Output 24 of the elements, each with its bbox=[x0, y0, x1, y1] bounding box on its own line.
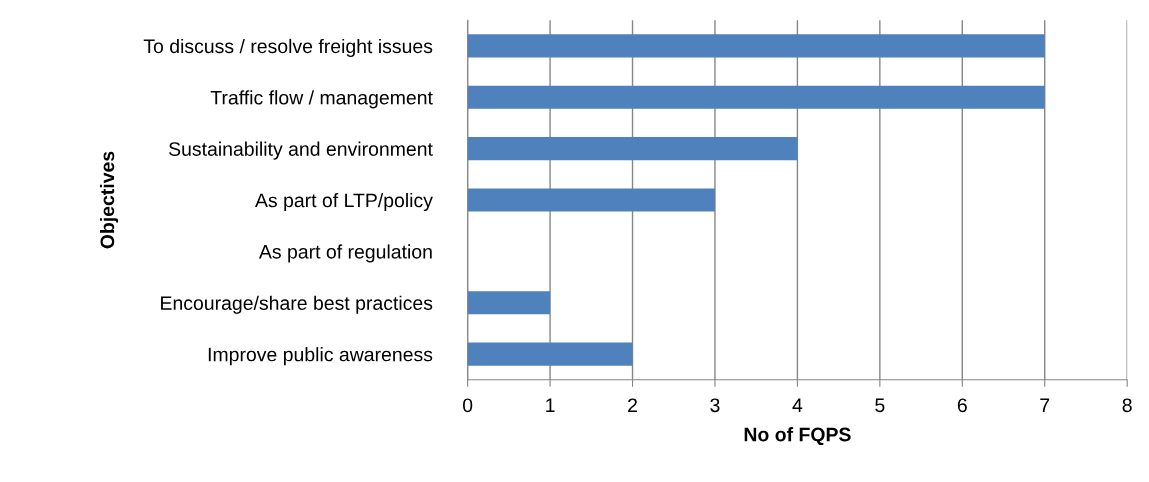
y-tick-label: Improve public awareness bbox=[208, 347, 433, 366]
x-tick-label: 2 bbox=[628, 398, 637, 412]
x-tick-label: 1 bbox=[546, 398, 555, 412]
y-tick-label: As part of regulation bbox=[258, 244, 432, 263]
x-tick-label: 3 bbox=[710, 398, 720, 413]
y-axis-title: Objectives bbox=[99, 151, 119, 249]
y-tick-label: Encourage/share best practices bbox=[161, 295, 433, 314]
bar bbox=[467, 34, 1045, 58]
x-tick-label: 0 bbox=[463, 398, 473, 413]
x-tick-label: 4 bbox=[792, 398, 803, 412]
y-tick-label: Traffic flow / management bbox=[210, 90, 433, 109]
x-axis-title: No of FQPS bbox=[744, 427, 851, 446]
x-tick-label: 7 bbox=[1040, 398, 1050, 412]
y-tick-label: Sustainability and environment bbox=[169, 141, 433, 160]
x-tick-label: 8 bbox=[1122, 398, 1132, 413]
y-tick-label: As part of LTP/policy bbox=[255, 192, 433, 212]
bar bbox=[467, 188, 715, 212]
bar bbox=[467, 291, 551, 315]
x-tick-label: 5 bbox=[875, 398, 885, 413]
bar bbox=[467, 137, 798, 161]
bar bbox=[467, 85, 1045, 109]
bar bbox=[467, 342, 633, 366]
x-tick-label: 6 bbox=[957, 398, 967, 413]
y-tick-label: To discuss / resolve freight issues bbox=[143, 38, 433, 58]
